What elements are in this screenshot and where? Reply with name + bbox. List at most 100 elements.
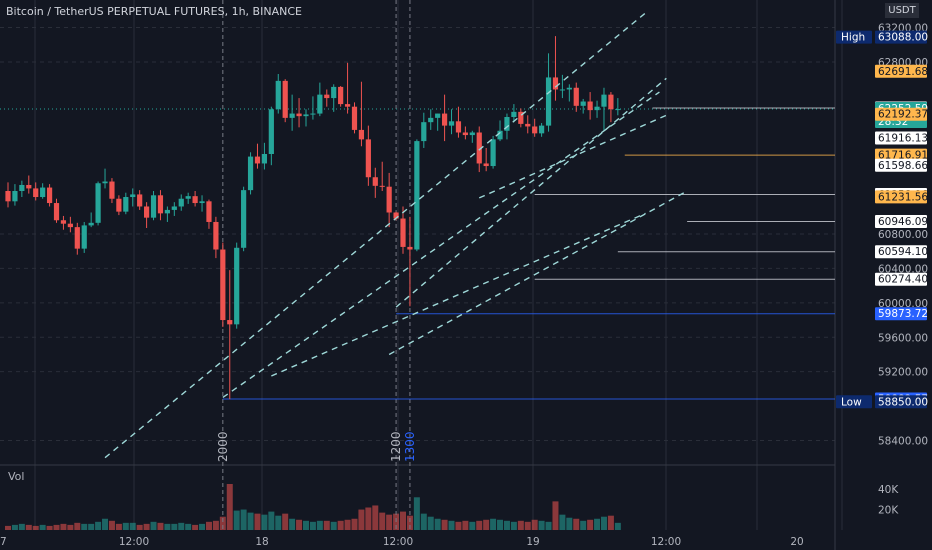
candle-body[interactable] bbox=[268, 109, 274, 154]
candle-body[interactable] bbox=[95, 183, 101, 223]
candle-body[interactable] bbox=[365, 139, 371, 178]
candle-body[interactable] bbox=[421, 122, 427, 142]
trendline[interactable] bbox=[395, 77, 667, 308]
candle-body[interactable] bbox=[109, 181, 115, 199]
candle-body[interactable] bbox=[40, 187, 46, 198]
candle-body[interactable] bbox=[5, 190, 11, 202]
candle-body[interactable] bbox=[539, 125, 545, 134]
candle-body[interactable] bbox=[137, 194, 143, 207]
trendline[interactable] bbox=[104, 12, 647, 459]
candle-body[interactable] bbox=[275, 80, 281, 110]
candle-body[interactable] bbox=[144, 206, 150, 218]
candle-body[interactable] bbox=[587, 101, 593, 111]
trendline[interactable] bbox=[478, 114, 667, 199]
candle-body[interactable] bbox=[476, 132, 482, 164]
trendline[interactable] bbox=[388, 190, 688, 356]
candle-body[interactable] bbox=[483, 163, 489, 167]
candle-body[interactable] bbox=[116, 198, 122, 212]
candle-body[interactable] bbox=[324, 94, 330, 99]
price-label-box bbox=[875, 158, 927, 172]
candle-body[interactable] bbox=[393, 212, 399, 219]
candle-body[interactable] bbox=[192, 196, 198, 204]
y-tick-label: 60000.00 bbox=[878, 298, 928, 310]
candle-body[interactable] bbox=[303, 114, 309, 117]
candle-body[interactable] bbox=[504, 117, 510, 131]
candle-body[interactable] bbox=[532, 126, 538, 134]
candle-body[interactable] bbox=[123, 197, 129, 212]
candle-body[interactable] bbox=[351, 106, 358, 130]
candle-body[interactable] bbox=[497, 130, 503, 140]
candle-body[interactable] bbox=[358, 129, 365, 140]
candle-body[interactable] bbox=[67, 223, 73, 228]
candle-body[interactable] bbox=[344, 104, 351, 107]
candle-body[interactable] bbox=[372, 177, 378, 186]
candle-body[interactable] bbox=[26, 184, 32, 189]
candle-body[interactable] bbox=[74, 227, 80, 249]
candle-body[interactable] bbox=[199, 201, 205, 204]
candle-body[interactable] bbox=[400, 218, 406, 247]
volume-bar bbox=[309, 521, 316, 530]
candle-body[interactable] bbox=[241, 190, 247, 248]
candle-body[interactable] bbox=[441, 113, 448, 126]
candle-body[interactable] bbox=[227, 320, 233, 325]
candle-body[interactable] bbox=[171, 206, 177, 210]
candle-body[interactable] bbox=[310, 113, 316, 115]
candle-body[interactable] bbox=[19, 184, 25, 191]
currency-badge[interactable]: USDT bbox=[885, 3, 919, 18]
candle-body[interactable] bbox=[518, 111, 524, 124]
candle-body[interactable] bbox=[469, 132, 475, 136]
candle-body[interactable] bbox=[545, 77, 552, 126]
candle-body[interactable] bbox=[462, 132, 468, 136]
candle-body[interactable] bbox=[490, 139, 496, 167]
trendline[interactable] bbox=[222, 91, 660, 399]
candle-body[interactable] bbox=[601, 94, 607, 107]
candle-body[interactable] bbox=[331, 86, 337, 99]
candle-body[interactable] bbox=[608, 94, 614, 110]
candle-body[interactable] bbox=[46, 187, 53, 204]
candle-body[interactable] bbox=[81, 225, 87, 249]
candle-body[interactable] bbox=[573, 87, 579, 106]
candle-body[interactable] bbox=[213, 221, 219, 250]
candle-body[interactable] bbox=[559, 89, 565, 91]
candle-body[interactable] bbox=[552, 77, 559, 90]
candle-body[interactable] bbox=[455, 121, 462, 133]
candle-body[interactable] bbox=[164, 209, 170, 214]
candle-body[interactable] bbox=[338, 86, 344, 105]
candle-body[interactable] bbox=[206, 201, 212, 222]
trendline[interactable] bbox=[271, 212, 646, 377]
candle-body[interactable] bbox=[178, 198, 184, 207]
candle-body[interactable] bbox=[448, 121, 455, 126]
candle-body[interactable] bbox=[296, 113, 302, 117]
candle-body[interactable] bbox=[234, 247, 240, 325]
candle-body[interactable] bbox=[525, 123, 531, 127]
candle-body[interactable] bbox=[414, 141, 420, 250]
candle-body[interactable] bbox=[254, 156, 261, 164]
candle-body[interactable] bbox=[33, 188, 39, 198]
candle-body[interactable] bbox=[247, 156, 254, 191]
candle-body[interactable] bbox=[60, 220, 67, 224]
candle-body[interactable] bbox=[566, 87, 572, 90]
candle-body[interactable] bbox=[317, 94, 323, 114]
candle-body[interactable] bbox=[386, 186, 392, 213]
candle-body[interactable] bbox=[185, 196, 191, 199]
candle-body[interactable] bbox=[261, 154, 268, 164]
candle-body[interactable] bbox=[407, 246, 413, 250]
candle-body[interactable] bbox=[615, 109, 621, 111]
candle-body[interactable] bbox=[594, 106, 600, 111]
candle-body[interactable] bbox=[130, 194, 136, 198]
candle-body[interactable] bbox=[511, 111, 517, 118]
candle-body[interactable] bbox=[289, 113, 295, 118]
candle-body[interactable] bbox=[580, 101, 586, 106]
candle-body[interactable] bbox=[150, 195, 157, 218]
candle-body[interactable] bbox=[12, 190, 18, 202]
candle-body[interactable] bbox=[220, 249, 226, 321]
candle-body[interactable] bbox=[282, 80, 288, 118]
candle-body[interactable] bbox=[53, 203, 60, 221]
candle-body[interactable] bbox=[379, 185, 385, 187]
candle-body[interactable] bbox=[428, 117, 434, 123]
candle-body[interactable] bbox=[88, 222, 94, 226]
candle-body[interactable] bbox=[435, 113, 441, 118]
candle-body[interactable] bbox=[157, 195, 164, 214]
candle-body[interactable] bbox=[102, 181, 108, 184]
